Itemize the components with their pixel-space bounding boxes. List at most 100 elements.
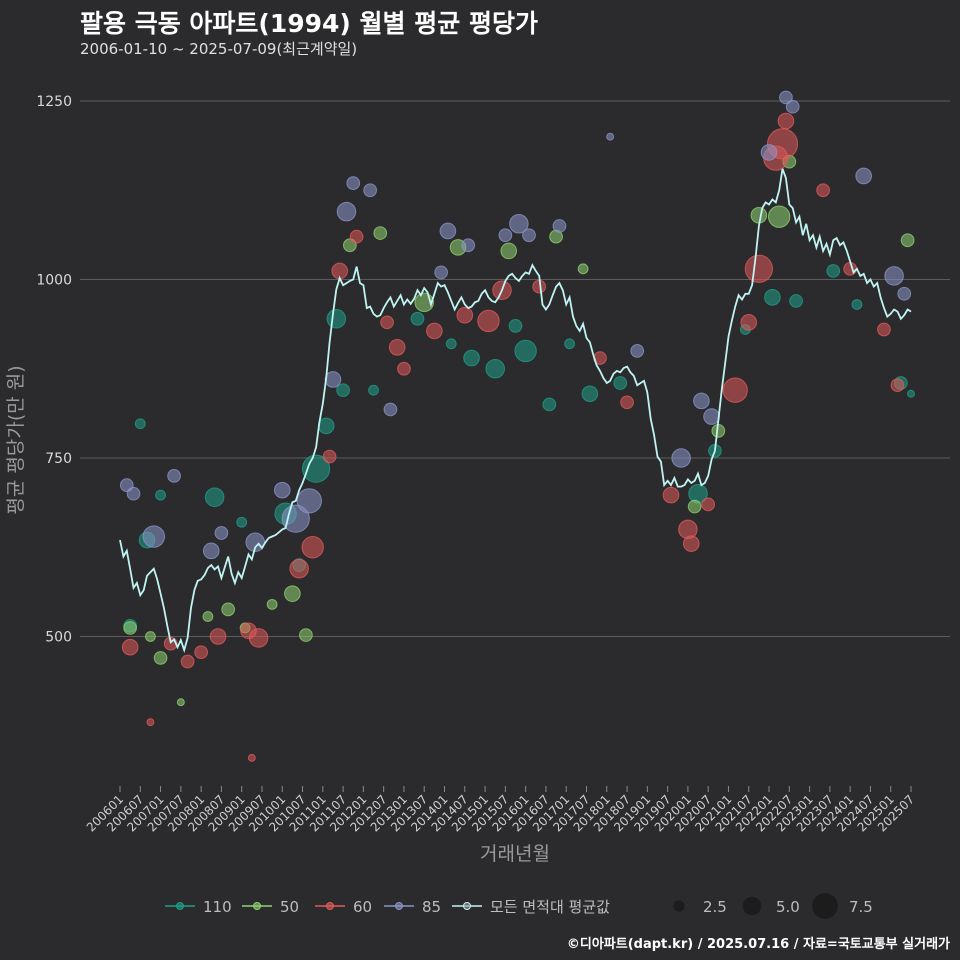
x-axis-title: 거래년월 [480,843,550,865]
data-point-s110 [613,376,628,390]
data-point-s85 [693,392,710,410]
data-point-s110 [485,359,505,379]
data-point-s110 [317,417,335,435]
data-point-s110 [301,454,331,483]
data-point-s85 [296,488,322,514]
data-point-s85 [346,176,361,190]
data-point-s60 [740,314,758,331]
data-point-s110 [851,299,863,310]
data-point-s50 [145,631,156,642]
data-point-s110 [155,489,166,501]
data-point-s60 [682,535,700,552]
data-point-s110 [764,289,781,306]
data-point-s60 [397,361,411,376]
legend-size-marker [742,896,762,916]
legend-size-marker [673,900,685,912]
data-points [119,90,915,762]
data-point-s60 [146,718,155,727]
data-point-s60 [816,183,830,198]
source-caption: ©디아파트(dapt.kr) / 2025.07.16 / 자료=국토교통부 실… [566,937,950,952]
data-point-s60 [349,229,364,244]
legend-marker-s85 [395,902,403,910]
data-point-s60 [380,315,394,330]
data-point-s110 [581,385,599,403]
data-point-s60 [678,519,698,540]
legend-size-label: 7.5 [849,898,873,916]
data-point-s50 [153,651,168,665]
data-point-s85 [509,214,529,234]
data-point-s50 [266,598,278,610]
data-point-s60 [209,628,227,645]
data-point-s50 [900,233,915,248]
data-point-s110 [826,264,841,278]
data-point-s60 [701,497,716,512]
y-tick-label: 1250 [36,94,72,110]
data-point-s85 [897,286,912,301]
data-point-s85 [855,167,872,185]
data-point-s60 [322,449,337,464]
data-point-s85 [336,201,357,222]
data-point-s85 [202,542,220,560]
legend-marker-s60 [326,902,334,910]
data-point-s85 [126,486,141,501]
data-point-s110 [368,384,379,396]
data-point-s85 [760,144,778,161]
data-point-s85 [703,408,720,425]
data-point-s85 [671,448,691,468]
y-tick-label: 500 [45,630,72,646]
data-point-s85 [461,238,476,253]
x-axis-ticks: 2006012006072007012007072008012008072009… [84,786,917,835]
data-point-s110 [134,418,146,430]
data-point-s60 [777,112,795,130]
data-point-s110 [463,349,480,367]
data-point-s110 [514,339,537,363]
data-point-s110 [204,487,225,508]
data-point-s60 [477,309,500,333]
legend-marker-s50 [253,902,261,910]
data-point-s85 [434,265,448,280]
data-point-s50 [123,621,137,635]
data-point-s60 [662,486,680,504]
data-point-s85 [498,228,513,243]
data-point-s85 [522,228,536,243]
data-point-s60 [890,378,905,393]
data-point-s60 [744,254,773,283]
data-point-s85 [273,481,291,499]
legend-label-s110: 110 [203,898,232,916]
data-point-s60 [722,377,748,403]
data-point-s85 [324,371,342,388]
data-point-s50 [750,206,768,224]
data-point-s60 [194,645,208,660]
data-point-s60 [289,558,309,579]
data-point-s110 [326,309,347,329]
data-point-s60 [180,654,195,669]
data-point-s60 [388,339,406,356]
data-point-s50 [577,263,589,275]
y-axis-ticks: 500 750 1000 1250 [36,94,72,646]
data-point-s85 [606,132,615,141]
data-point-s85 [439,222,457,240]
data-point-s60 [121,638,139,656]
data-point-s50 [687,499,702,514]
legend-marker-avg [463,902,471,910]
data-point-s110 [542,397,557,412]
data-point-s85 [552,219,567,233]
data-point-s85 [142,525,166,548]
legend-label-avg: 모든 면적대 평균값 [490,898,610,916]
y-tick-label: 1000 [36,273,72,289]
data-point-s50 [767,205,791,228]
legend-size-marker [812,893,838,919]
data-point-s60 [247,753,256,762]
data-point-s110 [236,516,248,528]
data-point-s110 [410,311,425,326]
legend-size-label: 5.0 [776,898,800,916]
data-point-s110 [789,294,803,308]
chart-subtitle: 2006-01-10 ~ 2025-07-09(최근계약일) [80,40,358,58]
data-point-s60 [248,628,269,648]
data-point-s85 [167,469,181,483]
data-point-s60 [301,536,324,559]
data-point-s50 [221,602,236,617]
data-point-s110 [445,338,457,350]
data-point-s50 [299,628,313,642]
legend-label-s50: 50 [280,898,299,916]
